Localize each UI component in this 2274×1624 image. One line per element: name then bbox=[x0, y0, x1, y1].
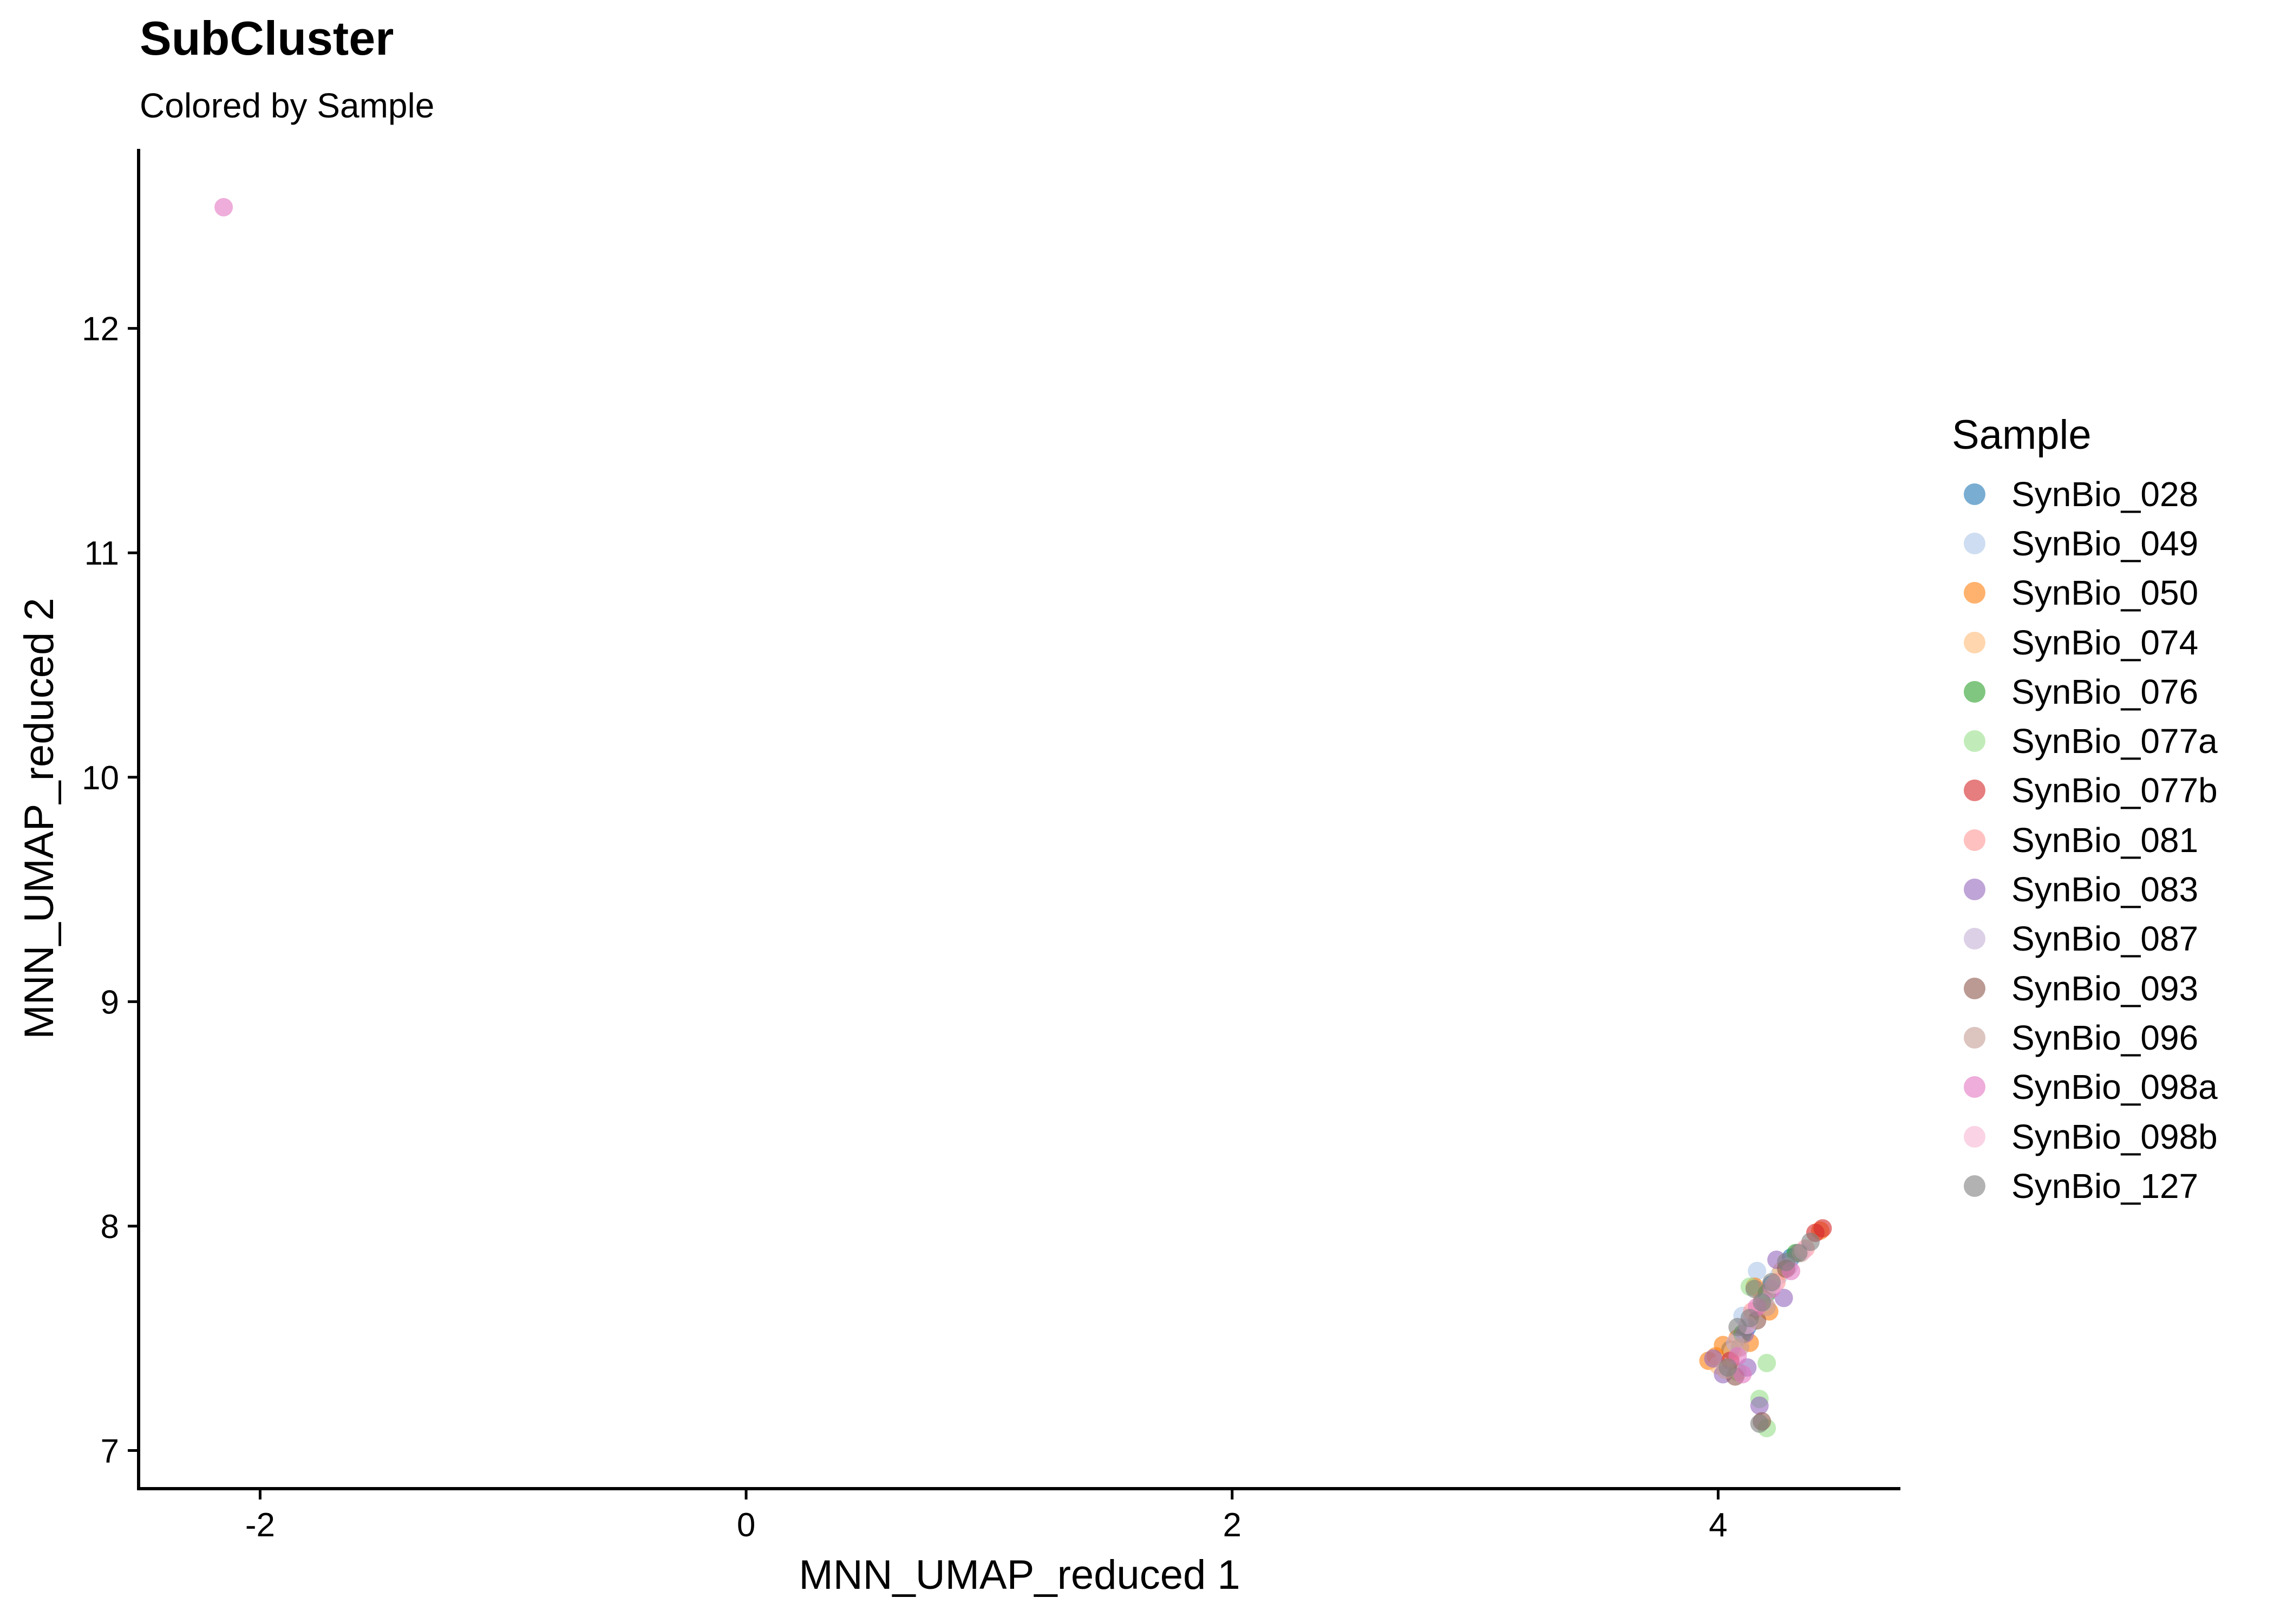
legend-item: SynBio_028 bbox=[1952, 469, 2255, 519]
legend-item: SynBio_076 bbox=[1952, 667, 2255, 716]
legend-item: SynBio_050 bbox=[1952, 568, 2255, 618]
point-SynBio_077a-0 bbox=[1757, 1353, 1776, 1372]
legend-label: SynBio_077a bbox=[2011, 722, 2218, 761]
y-tick-label: 9 bbox=[101, 984, 119, 1021]
x-ticks: -2 0 2 4 bbox=[245, 1489, 1728, 1544]
legend-item: SynBio_083 bbox=[1952, 865, 2255, 914]
legend-label: SynBio_087 bbox=[2011, 919, 2199, 959]
chart-subtitle: Colored by Sample bbox=[140, 86, 435, 125]
legend-label: SynBio_074 bbox=[2011, 623, 2199, 662]
legend-title: Sample bbox=[1952, 412, 2092, 458]
legend-key-icon bbox=[1964, 483, 1985, 505]
point-SynBio_049-0 bbox=[1748, 1261, 1767, 1280]
x-axis-label: MNN_UMAP_reduced 1 bbox=[799, 1552, 1240, 1598]
point-SynBio_083-2 bbox=[1750, 1396, 1769, 1415]
legend-label: SynBio_083 bbox=[2011, 870, 2199, 909]
legend-label: SynBio_127 bbox=[2011, 1166, 2199, 1206]
legend-key-icon bbox=[1964, 977, 1985, 999]
legend-key-icon bbox=[1964, 928, 1985, 950]
legend-key-icon bbox=[1964, 879, 1985, 901]
point-SynBio_127-3 bbox=[1753, 1293, 1772, 1312]
legend-label: SynBio_093 bbox=[2011, 968, 2199, 1008]
point-SynBio_083-0 bbox=[1704, 1349, 1723, 1368]
legend-key-icon bbox=[1964, 1125, 1985, 1148]
legend-label: SynBio_076 bbox=[2011, 672, 2199, 711]
legend-label: SynBio_049 bbox=[2011, 523, 2199, 563]
chart-title: SubCluster bbox=[140, 11, 394, 65]
legend-label: SynBio_050 bbox=[2011, 573, 2199, 613]
legend-key-icon bbox=[1964, 780, 1985, 802]
legend-key-icon bbox=[1964, 582, 1985, 604]
point-SynBio_127-0 bbox=[1718, 1358, 1737, 1377]
legend-key-icon bbox=[1964, 730, 1985, 752]
x-tick-label: 4 bbox=[1709, 1507, 1727, 1544]
legend-key-icon bbox=[1964, 1175, 1985, 1197]
legend-items: SynBio_028 SynBio_049 SynBio_050 SynBio_074… bbox=[1952, 469, 2255, 1210]
legend-key-icon bbox=[1964, 532, 1985, 554]
legend-item: SynBio_098b bbox=[1952, 1112, 2255, 1161]
y-tick-label: 12 bbox=[82, 311, 119, 348]
legend-item: SynBio_077b bbox=[1952, 766, 2255, 815]
legend-label: SynBio_098a bbox=[2011, 1068, 2218, 1107]
legend-key-icon bbox=[1964, 680, 1985, 703]
point-SynBio_098a-0 bbox=[214, 198, 233, 217]
point-SynBio_127-8 bbox=[1750, 1414, 1769, 1433]
point-SynBio_127-6 bbox=[1789, 1243, 1808, 1262]
legend-item: SynBio_077a bbox=[1952, 716, 2255, 765]
x-tick-label: -2 bbox=[245, 1507, 275, 1544]
x-tick-label: 0 bbox=[737, 1507, 755, 1544]
point-SynBio_127-2 bbox=[1740, 1308, 1759, 1327]
point-SynBio_127-9 bbox=[1745, 1280, 1764, 1299]
legend-label: SynBio_077b bbox=[2011, 771, 2218, 810]
point-SynBio_127-7 bbox=[1801, 1232, 1820, 1251]
point-SynBio_127-4 bbox=[1762, 1273, 1781, 1292]
legend: Sample SynBio_028 SynBio_049 SynBio_050 Syn… bbox=[1952, 411, 2255, 1210]
legend-item: SynBio_049 bbox=[1952, 519, 2255, 568]
legend-key-icon bbox=[1964, 1026, 1985, 1049]
x-tick-label: 2 bbox=[1223, 1507, 1241, 1544]
scatter-plot: -2 0 2 4 7 8 9 10 11 12 MNN_UMAP_reduced 1 MNN_U… bbox=[16, 149, 1900, 1598]
legend-item: SynBio_127 bbox=[1952, 1161, 2255, 1210]
legend-item: SynBio_096 bbox=[1952, 1013, 2255, 1062]
legend-key-icon bbox=[1964, 829, 1985, 851]
y-tick-label: 7 bbox=[101, 1433, 119, 1470]
legend-item: SynBio_098a bbox=[1952, 1063, 2255, 1112]
legend-key-icon bbox=[1964, 1076, 1985, 1098]
legend-item: SynBio_081 bbox=[1952, 815, 2255, 865]
legend-label: SynBio_096 bbox=[2011, 1018, 2199, 1057]
points-layer bbox=[214, 198, 1832, 1438]
legend-label: SynBio_081 bbox=[2011, 820, 2199, 860]
legend-item: SynBio_087 bbox=[1952, 914, 2255, 964]
legend-label: SynBio_098b bbox=[2011, 1117, 2218, 1156]
y-tick-label: 11 bbox=[84, 535, 119, 572]
legend-key-icon bbox=[1964, 631, 1985, 653]
point-SynBio_098a-1 bbox=[1733, 1365, 1752, 1384]
y-tick-label: 8 bbox=[101, 1208, 119, 1246]
legend-item: SynBio_093 bbox=[1952, 964, 2255, 1013]
legend-label: SynBio_028 bbox=[2011, 474, 2199, 514]
y-tick-label: 10 bbox=[82, 759, 119, 797]
y-ticks: 7 8 9 10 11 12 bbox=[82, 311, 139, 1470]
legend-item: SynBio_074 bbox=[1952, 618, 2255, 667]
y-axis-label: MNN_UMAP_reduced 2 bbox=[16, 598, 62, 1039]
